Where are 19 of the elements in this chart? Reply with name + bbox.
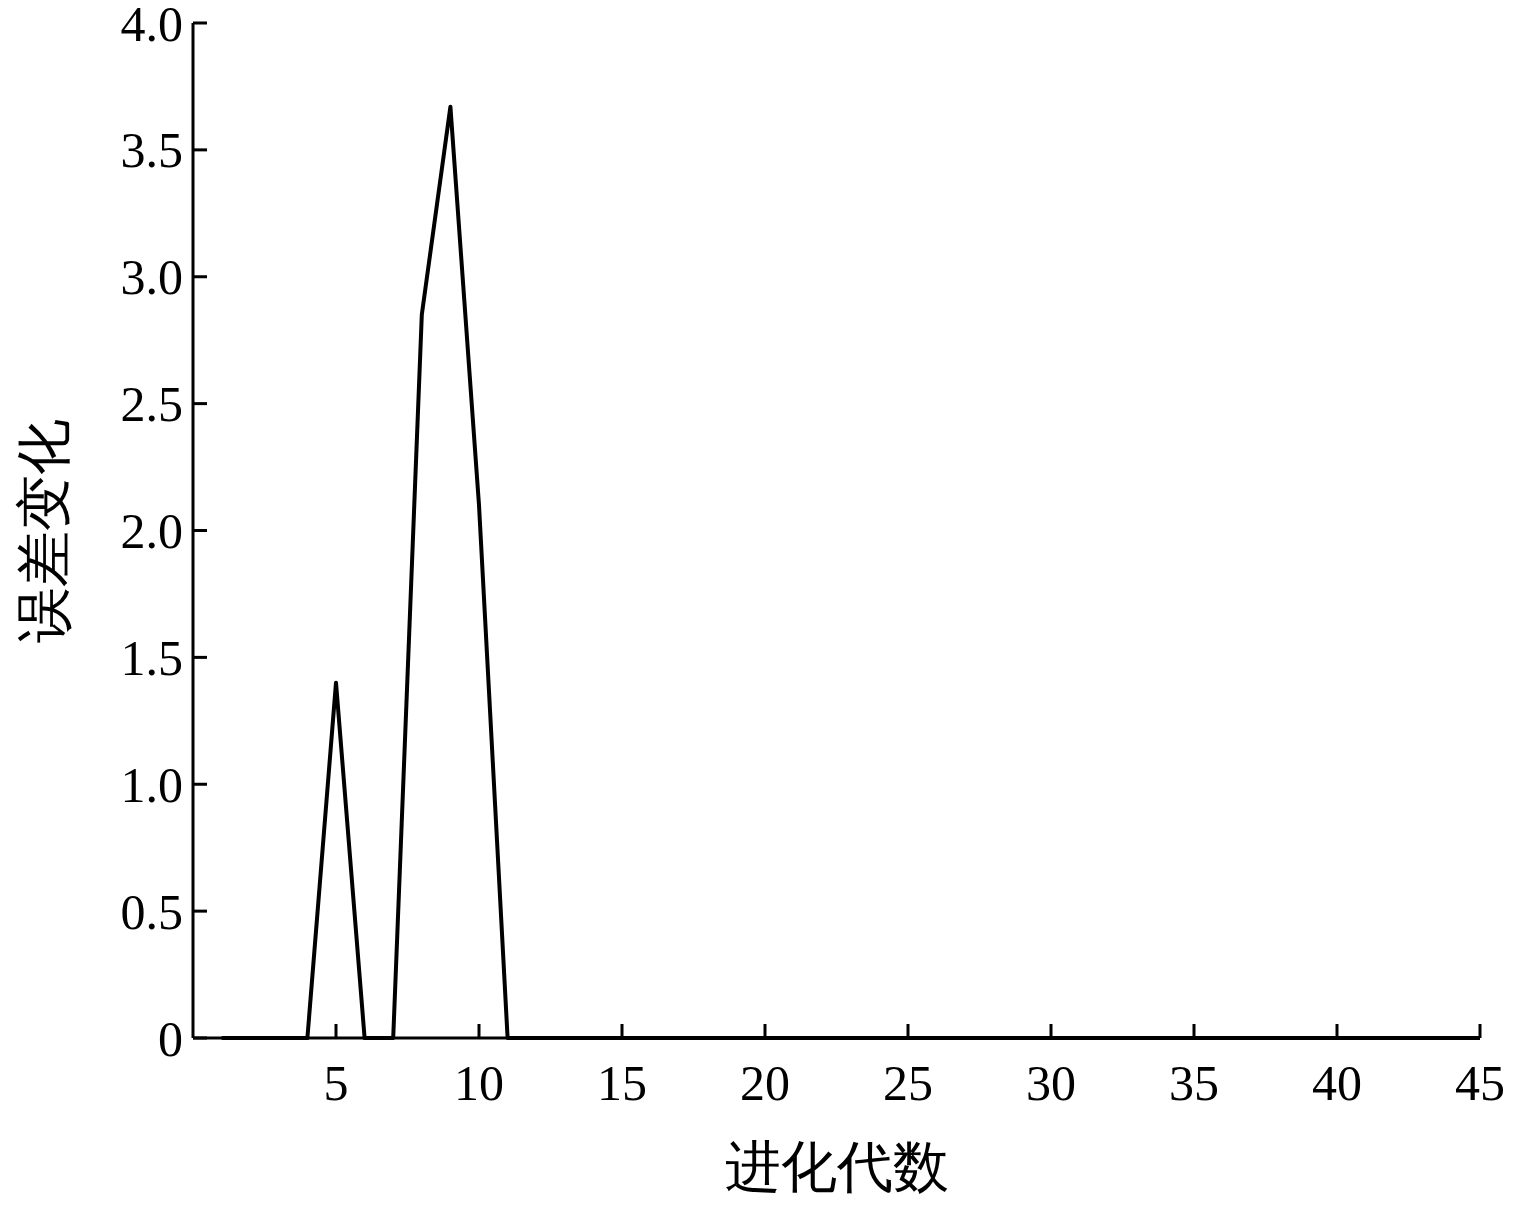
x-tick-label: 5 [323, 1055, 349, 1111]
x-tick-label: 25 [883, 1055, 933, 1111]
y-tick-label: 0 [158, 1010, 183, 1067]
x-tick-label: 20 [740, 1055, 790, 1111]
y-tick-label: 1.5 [120, 629, 183, 686]
y-tick-label: 3.0 [120, 249, 183, 306]
y-tick-label: 2.0 [120, 503, 183, 559]
x-tick-label: 40 [1312, 1055, 1362, 1111]
y-axis-title: 误差变化 [13, 418, 75, 643]
x-tick-label: 35 [1169, 1055, 1219, 1111]
y-tick-label: 3.5 [120, 122, 183, 179]
x-tick-label: 30 [1026, 1055, 1076, 1111]
x-tick-label: 45 [1455, 1055, 1505, 1111]
x-axis-title: 进化代数 [724, 1136, 949, 1198]
y-tick-label: 2.5 [120, 376, 183, 433]
x-tick-label: 15 [597, 1055, 647, 1111]
x-tick-label: 10 [454, 1055, 504, 1111]
y-tick-label: 0.5 [120, 883, 183, 940]
y-tick-label: 1.0 [120, 756, 183, 813]
